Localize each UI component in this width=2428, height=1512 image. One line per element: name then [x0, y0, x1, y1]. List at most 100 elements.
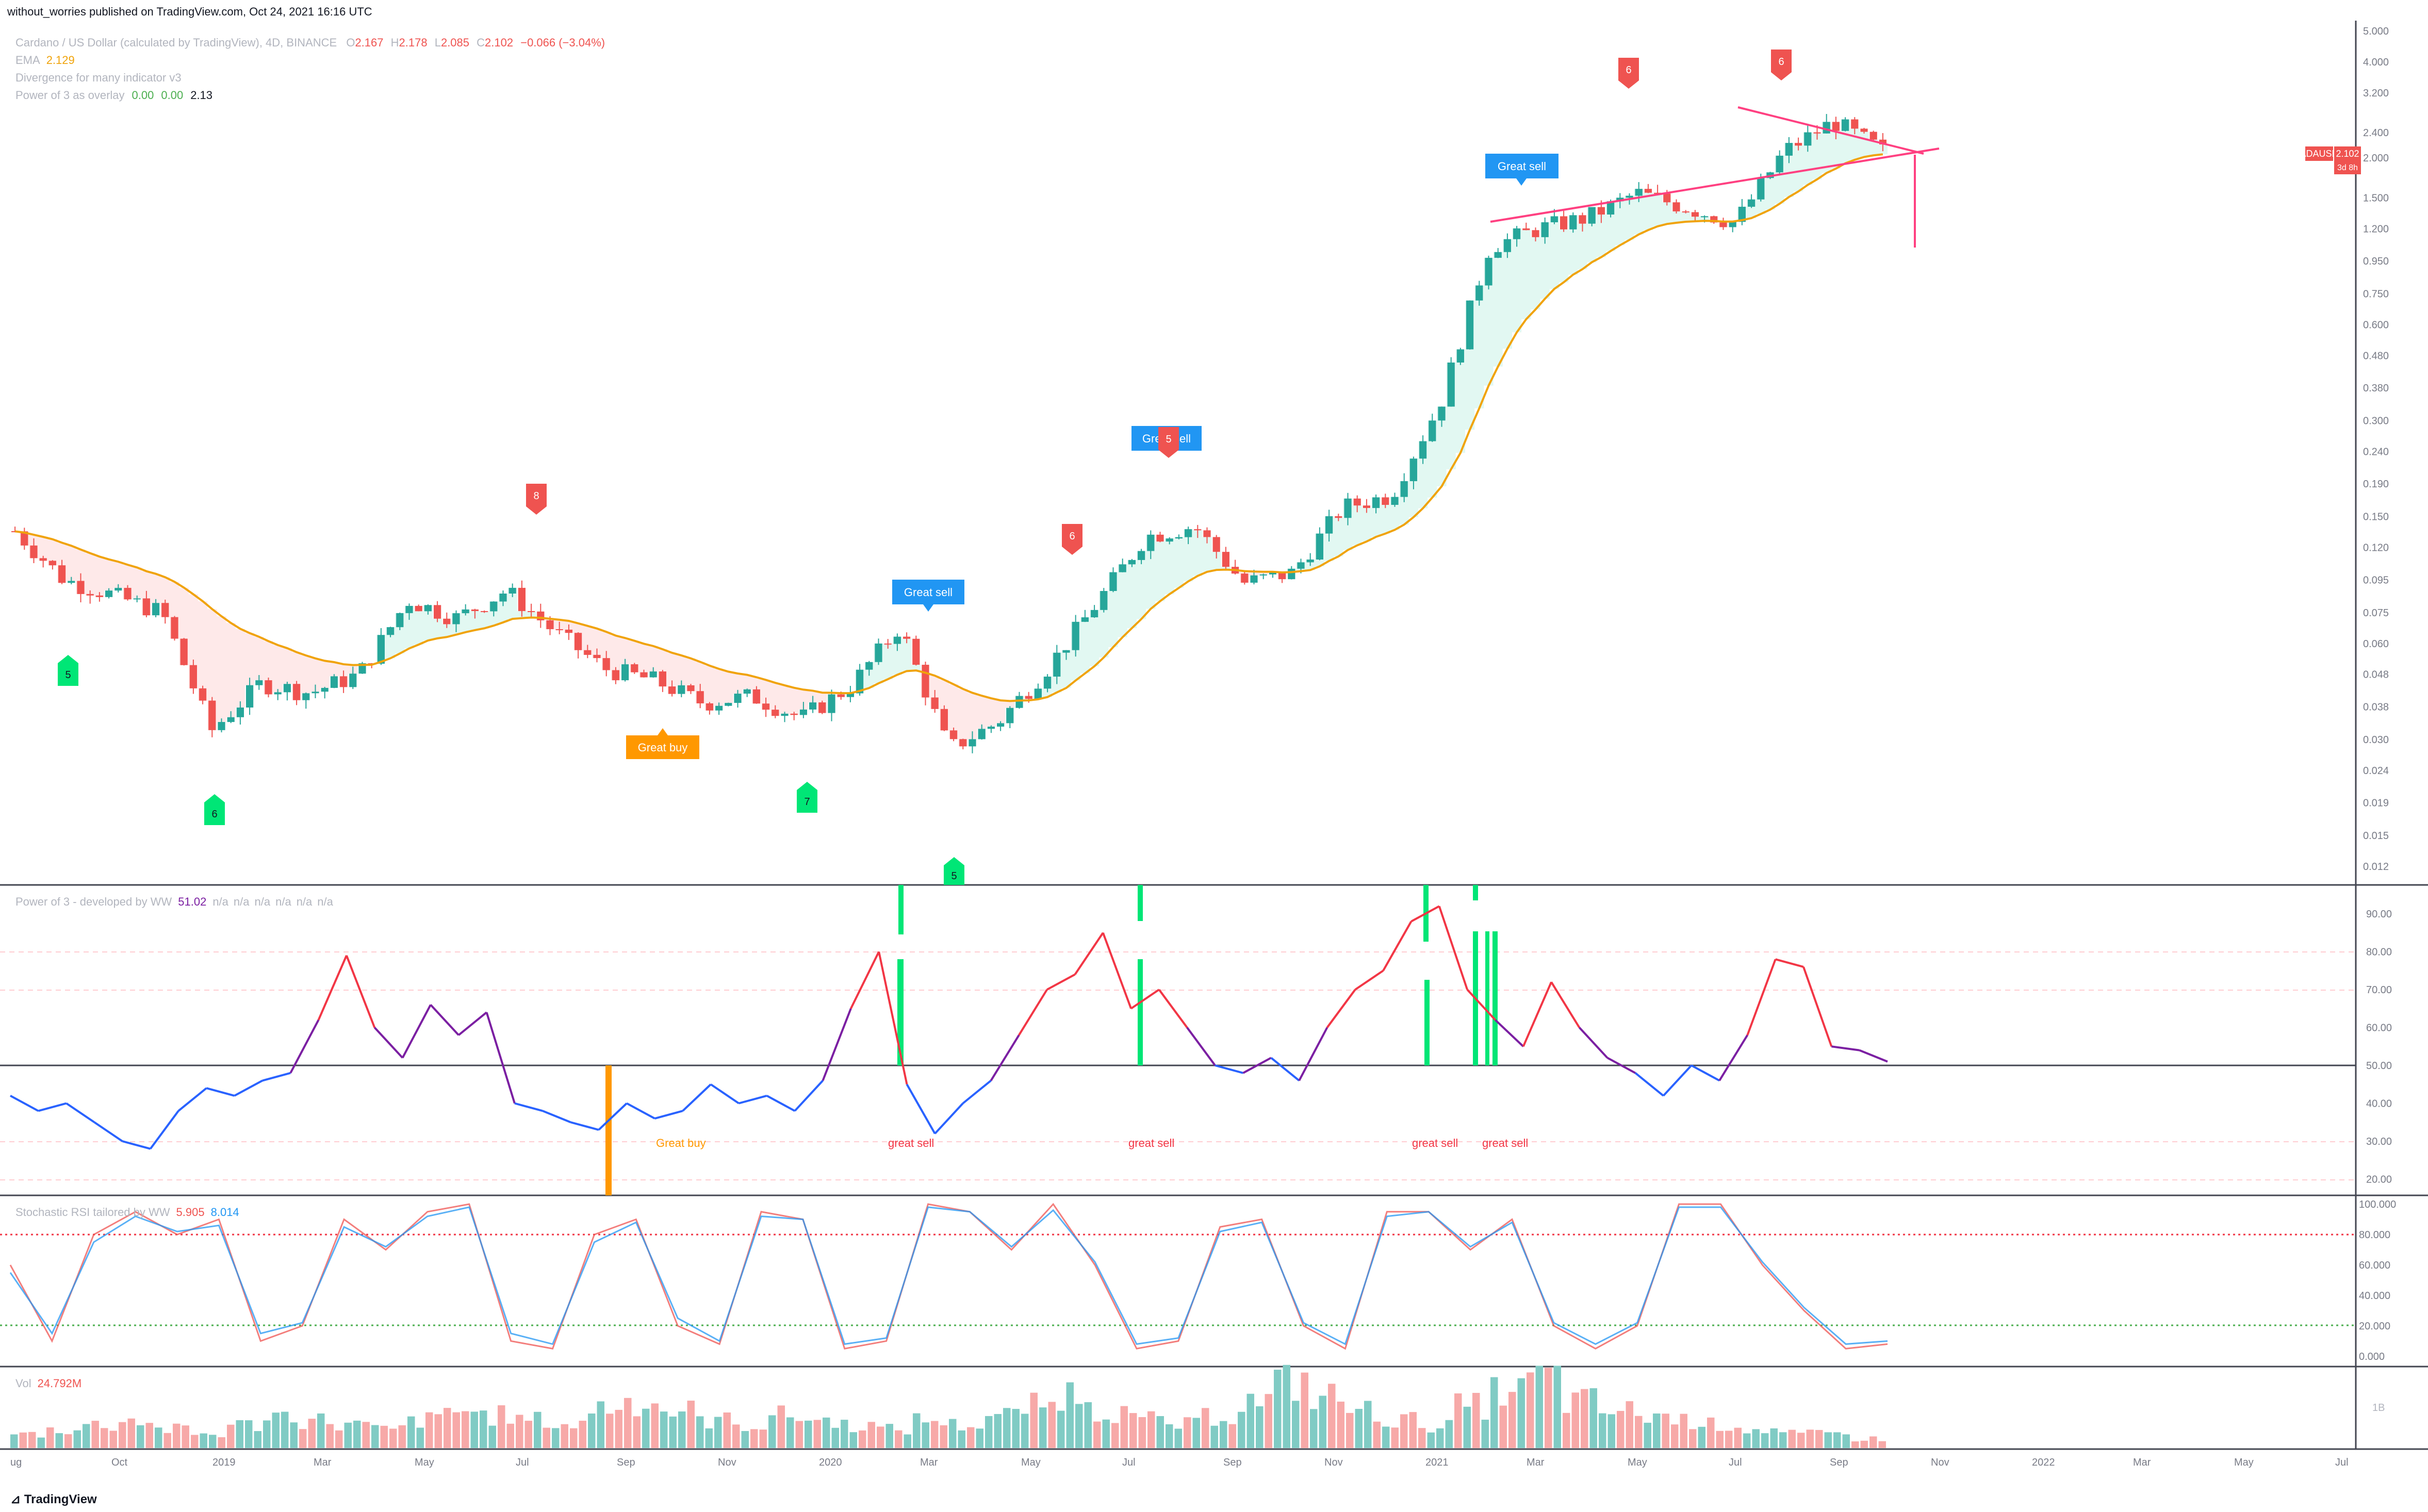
candle-body	[1851, 119, 1859, 129]
vol-bar	[1752, 1429, 1760, 1448]
time-axis-tick: Nov	[1931, 1457, 1949, 1468]
candle-body	[1447, 362, 1455, 407]
candle-body	[1607, 201, 1615, 215]
vol-bar	[1779, 1432, 1787, 1448]
vol-bar	[1382, 1426, 1390, 1448]
vol-bar	[1427, 1432, 1435, 1448]
vol-bar	[209, 1435, 217, 1448]
time-axis-tick: Mar	[2133, 1457, 2151, 1468]
candle-body	[1813, 132, 1821, 134]
power-na: n/a	[255, 895, 271, 908]
price-pane: 5.000 4.000 3.200 2.400 2.000 1.500 1.200 0.950…	[10, 26, 2389, 873]
power-segment	[598, 1103, 628, 1131]
vol-bar	[1373, 1421, 1381, 1448]
vol-bar	[1436, 1428, 1444, 1448]
vol-bar	[1021, 1414, 1029, 1448]
vol-bar	[1337, 1401, 1344, 1448]
power-segment	[206, 1087, 235, 1097]
legend: Cardano / US Dollar (calculated by Tradi…	[15, 36, 605, 102]
vol-bar	[263, 1420, 271, 1448]
candle-body	[818, 702, 826, 713]
vol-bar	[1030, 1392, 1038, 1448]
power-axis-tick: 60.00	[2366, 1023, 2392, 1034]
candle-body	[1823, 122, 1830, 134]
stoch-k-value: 5.905	[176, 1206, 205, 1219]
vol-bar	[723, 1412, 731, 1448]
vol-bar	[687, 1401, 695, 1448]
vol-bar	[922, 1422, 929, 1448]
candle-body	[1034, 688, 1042, 699]
candle-body	[1626, 195, 1633, 198]
power-segment	[1046, 973, 1076, 991]
vol-bar	[1301, 1372, 1308, 1448]
candle-body	[1503, 239, 1511, 252]
power-segment	[1074, 932, 1104, 975]
power-segment	[570, 1121, 599, 1131]
vol-bar	[1653, 1413, 1661, 1448]
vol-bar	[434, 1414, 442, 1448]
time-axis-tick: Jul	[516, 1457, 529, 1468]
price-axis-tick: 0.600	[2363, 319, 2389, 331]
time-axis-tick: Jul	[1729, 1457, 1742, 1468]
vol-bar	[1842, 1434, 1850, 1448]
vol-bar	[488, 1425, 496, 1448]
vol-bar	[281, 1411, 289, 1448]
power-segment	[1410, 905, 1440, 923]
vol-bar	[967, 1427, 975, 1448]
price-tag: ADAUSD 2.102 3d 8h	[2300, 146, 2361, 174]
vol-bar	[877, 1426, 884, 1448]
vol-bar	[867, 1422, 875, 1448]
price-axis-tick: 2.400	[2363, 127, 2389, 139]
candle-body	[1785, 143, 1793, 156]
vol-bar	[849, 1432, 857, 1448]
symbol-title: Cardano / US Dollar (calculated by Tradi…	[15, 36, 337, 49]
vol-bar	[1012, 1409, 1020, 1448]
vol-bar	[985, 1416, 993, 1448]
candle-body	[189, 665, 197, 688]
vol-bar	[1553, 1366, 1561, 1448]
candle-body	[1400, 481, 1408, 497]
candle-body	[1269, 572, 1276, 574]
candle-body	[1306, 560, 1314, 563]
vol-bar	[678, 1411, 686, 1448]
count-label: 5	[1166, 434, 1171, 445]
vol-bar	[1581, 1389, 1588, 1448]
vol-bar	[1806, 1429, 1814, 1448]
signal-badges: 5 6 7 5 8 6 6 6 Great buy Great sell Gre…	[58, 50, 1792, 885]
price-tag-value: 2.102	[2336, 149, 2359, 159]
time-axis-tick: May	[1628, 1457, 1647, 1468]
power-na: n/a	[317, 895, 333, 908]
candle-body	[752, 689, 760, 704]
power-segment	[1130, 989, 1160, 1010]
time-axis-tick: 2021	[1425, 1457, 1449, 1468]
vol-bar	[1770, 1428, 1778, 1448]
candle-body	[593, 654, 601, 659]
great-sell-label: Great sell	[1485, 154, 1558, 186]
power-segment	[542, 1110, 571, 1124]
vol-bar	[227, 1424, 235, 1448]
power-segment	[906, 1083, 936, 1135]
vol-bar	[362, 1422, 370, 1448]
candle-body	[978, 729, 986, 739]
power-segment	[1495, 1019, 1524, 1047]
vol-bar	[236, 1420, 243, 1448]
price-axis-tick: 0.240	[2363, 446, 2389, 457]
price-tag-countdown: 3d 8h	[2337, 163, 2358, 172]
candle-body	[1372, 497, 1380, 508]
candle-body	[940, 709, 948, 731]
candle-body	[1297, 562, 1305, 569]
candle-body	[1072, 621, 1079, 650]
vol-bar	[714, 1417, 722, 1448]
candle-body	[508, 587, 516, 594]
candle-body	[1212, 537, 1220, 552]
vol-bar	[1716, 1431, 1724, 1448]
vol-bar	[506, 1423, 514, 1448]
candle-body	[1015, 696, 1023, 708]
stoch-axis-tick: 60.000	[2359, 1260, 2390, 1271]
candle-body	[161, 603, 169, 617]
power-segment	[1550, 981, 1581, 1028]
ohlc-h-label: H	[391, 36, 399, 49]
vol-bar	[1508, 1392, 1516, 1448]
vol-bar	[750, 1429, 758, 1448]
candle-body	[1382, 497, 1389, 505]
